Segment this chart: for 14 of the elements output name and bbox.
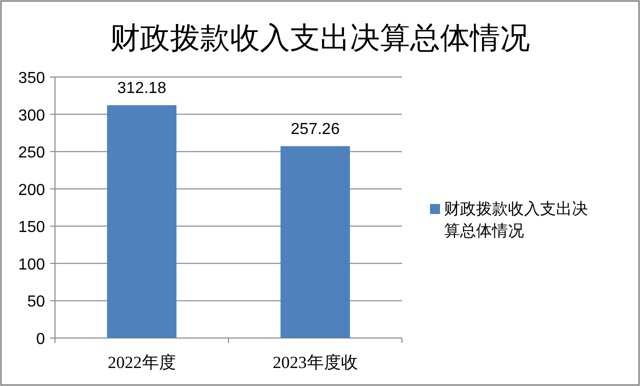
y-tick-label: 300 <box>18 107 46 124</box>
y-tick-label: 250 <box>18 144 46 162</box>
chart-title: 财政拨款收入支出决算总体情况 <box>110 22 530 55</box>
y-tick-label: 200 <box>18 182 46 199</box>
y-tick-label: 150 <box>18 219 46 236</box>
y-tick-label: 0 <box>36 331 46 348</box>
y-tick-label: 50 <box>27 294 46 311</box>
data-label: 312.18 <box>117 80 166 98</box>
y-tick-label: 350 <box>18 70 46 87</box>
x-tick-label: 2022年度 <box>108 353 176 372</box>
y-tick-label: 100 <box>18 256 46 274</box>
legend-label: 财政拨款收入支出决算总体情况 <box>444 200 588 240</box>
data-label: 257.26 <box>290 121 340 138</box>
x-tick-label: 2023年度收 <box>272 353 358 372</box>
